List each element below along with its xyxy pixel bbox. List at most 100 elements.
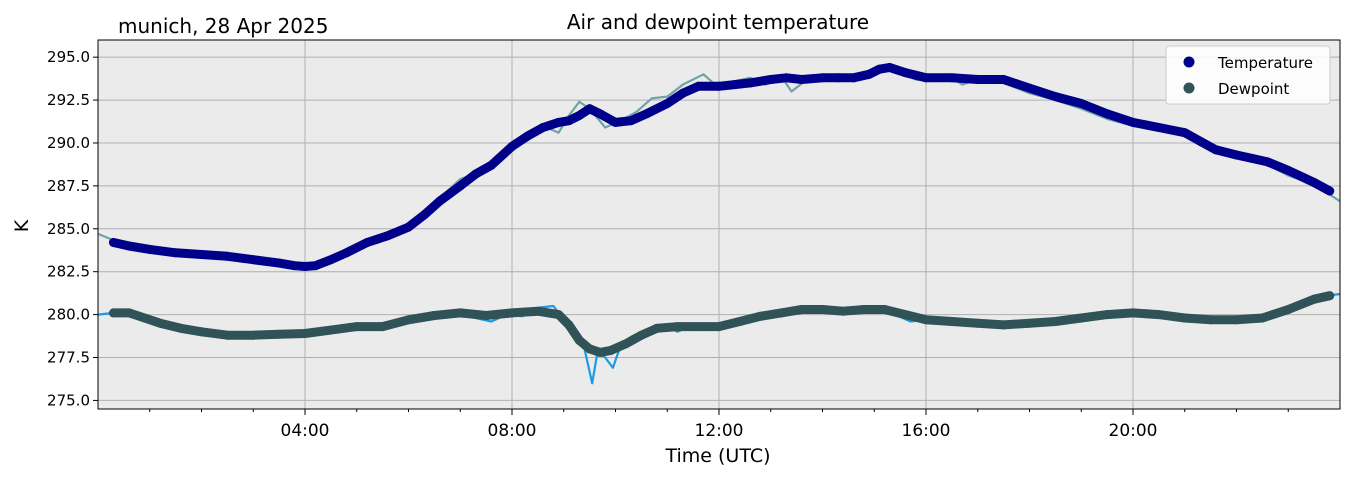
y-tick-label: 290.0 — [47, 134, 90, 152]
data-point-temperature — [274, 258, 284, 268]
data-point-temperature — [1154, 123, 1164, 132]
data-point-dewpoint — [1283, 305, 1293, 314]
data-point-dewpoint — [999, 320, 1009, 330]
data-point-dewpoint — [797, 305, 807, 314]
data-point-temperature — [818, 73, 827, 83]
data-point-dewpoint — [1025, 318, 1034, 328]
data-point-temperature — [486, 160, 496, 170]
data-point-dewpoint — [248, 330, 258, 340]
legend-label-temperature: Temperature — [1217, 54, 1313, 72]
data-point-temperature — [341, 248, 351, 258]
data-point-dewpoint — [326, 325, 336, 335]
data-point-dewpoint — [274, 329, 284, 339]
data-point-dewpoint — [140, 313, 150, 323]
y-tick-label: 282.5 — [47, 263, 90, 281]
data-point-temperature — [595, 109, 605, 119]
data-point-temperature — [455, 181, 465, 191]
y-tick-label: 287.5 — [47, 177, 90, 195]
data-point-dewpoint — [222, 330, 232, 340]
data-point-temperature — [921, 73, 931, 83]
data-point-temperature — [864, 69, 874, 79]
data-point-dewpoint — [507, 308, 517, 318]
data-point-temperature — [1211, 145, 1221, 155]
data-point-dewpoint — [621, 339, 631, 349]
data-point-temperature — [849, 73, 858, 83]
data-point-temperature — [874, 64, 884, 74]
data-point-dewpoint — [1050, 317, 1060, 326]
data-point-temperature — [1102, 109, 1112, 119]
data-point-dewpoint — [859, 305, 869, 314]
legend-box — [1165, 45, 1331, 105]
data-point-temperature — [1309, 178, 1319, 187]
data-point-dewpoint — [735, 317, 745, 326]
data-point-temperature — [693, 81, 703, 91]
data-point-temperature — [1050, 92, 1060, 102]
legend: Temperature Dewpoint — [1165, 45, 1331, 105]
data-point-dewpoint — [1206, 315, 1216, 325]
data-point-dewpoint — [300, 329, 310, 338]
data-point-temperature — [730, 80, 739, 90]
data-point-dewpoint — [973, 318, 983, 328]
data-point-temperature — [310, 261, 320, 271]
data-point-temperature — [554, 117, 564, 127]
data-point-dewpoint — [880, 305, 890, 314]
chart-title: Air and dewpoint temperature — [567, 10, 869, 34]
data-point-dewpoint — [605, 346, 615, 356]
data-point-dewpoint — [404, 315, 413, 325]
data-point-dewpoint — [109, 308, 118, 318]
data-point-dewpoint — [585, 344, 595, 354]
data-point-dewpoint — [176, 323, 186, 333]
data-point-dewpoint — [533, 306, 543, 316]
data-point-dewpoint — [1257, 313, 1267, 323]
data-point-dewpoint — [673, 322, 683, 332]
data-point-dewpoint — [481, 311, 491, 320]
data-point-temperature — [885, 63, 895, 72]
data-point-temperature — [678, 88, 688, 98]
data-point-temperature — [362, 238, 372, 247]
data-point-dewpoint — [693, 322, 703, 332]
data-point-dewpoint — [1309, 294, 1319, 304]
data-point-temperature — [300, 262, 310, 271]
data-point-dewpoint — [714, 322, 724, 332]
data-point-temperature — [797, 75, 807, 84]
data-point-dewpoint — [1180, 313, 1190, 323]
data-point-dewpoint — [378, 322, 388, 332]
data-point-dewpoint — [838, 306, 848, 316]
data-point-dewpoint — [352, 322, 362, 332]
data-point-temperature — [507, 141, 517, 151]
data-point-temperature — [290, 261, 300, 271]
data-point-dewpoint — [124, 308, 134, 318]
data-point-temperature — [248, 255, 258, 265]
data-point-temperature — [1025, 83, 1034, 93]
data-point-temperature — [326, 255, 336, 265]
data-point-temperature — [1232, 150, 1241, 160]
data-point-temperature — [585, 104, 595, 114]
y-tick-label: 280.0 — [47, 306, 90, 324]
data-point-temperature — [947, 73, 957, 83]
chart-subtitle: munich, 28 Apr 2025 — [118, 14, 328, 38]
data-point-temperature — [1128, 117, 1138, 127]
data-point-temperature — [833, 73, 843, 83]
y-axis-label: K — [11, 219, 33, 232]
data-point-dewpoint — [1076, 313, 1086, 323]
x-tick-label: 04:00 — [281, 421, 330, 441]
data-point-dewpoint — [636, 330, 646, 340]
data-point-dewpoint — [1232, 315, 1241, 325]
y-tick-label: 285.0 — [47, 220, 90, 238]
data-point-dewpoint — [197, 327, 206, 337]
data-point-temperature — [714, 81, 724, 91]
data-point-temperature — [1325, 186, 1335, 196]
data-point-temperature — [574, 111, 584, 120]
x-tick-label: 12:00 — [695, 421, 744, 441]
legend-label-dewpoint: Dewpoint — [1218, 80, 1289, 98]
data-point-temperature — [1180, 128, 1190, 138]
series-layer — [97, 63, 1341, 385]
data-point-dewpoint — [1102, 310, 1112, 320]
data-point-temperature — [1247, 153, 1257, 163]
data-point-temperature — [766, 75, 776, 84]
grid-layer — [98, 40, 1340, 409]
data-point-temperature — [222, 251, 232, 261]
data-point-dewpoint — [755, 311, 765, 321]
x-tick-label: 08:00 — [488, 421, 537, 441]
